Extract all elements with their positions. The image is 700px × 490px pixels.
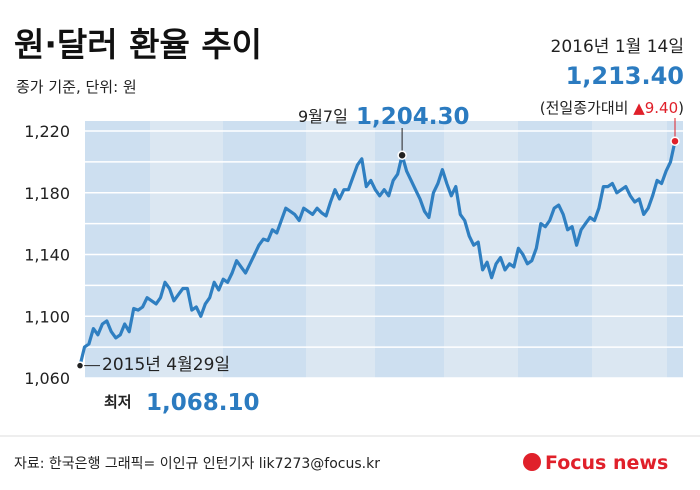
peak-value-label: 1,204.30 — [356, 104, 470, 130]
low-title-label: 최저 — [104, 393, 132, 411]
month-band — [667, 121, 683, 378]
change-suffix: ) — [678, 99, 684, 117]
y-tick-label: 1,180 — [24, 184, 70, 203]
change-prefix: (전일종가대비 — [540, 99, 633, 117]
low-point-marker — [75, 361, 85, 370]
low-date-label: 2015년 4월29일 — [102, 355, 230, 375]
latest-value: 1,213.40 — [566, 62, 684, 90]
change-value: ▲9.40 — [633, 99, 678, 117]
source-credit: 자료: 한국은행 그래픽= 이인규 인턴기자 lik7273@focus.kr — [14, 456, 380, 472]
latest-point-marker — [670, 136, 680, 146]
month-band — [223, 121, 306, 378]
chart-title: 원·달러 환율 추이 — [14, 25, 262, 64]
y-tick-label: 1,100 — [24, 307, 70, 326]
month-band — [85, 121, 150, 378]
month-band — [375, 121, 444, 378]
series-line — [78, 140, 677, 366]
plot-area: 1,220 1,180 1,140 1,100 1,060 — [24, 118, 683, 388]
logo-mark-icon — [523, 453, 541, 471]
focus-news-logo: Focus news — [523, 452, 668, 474]
change-text: (전일종가대비 ▲9.40) — [540, 99, 684, 117]
y-tick-label: 1,140 — [24, 246, 70, 265]
logo-text: Focus news — [545, 452, 668, 474]
latest-date: 2016년 1월 14일 — [551, 37, 684, 57]
low-value-label: 1,068.10 — [146, 390, 260, 416]
y-tick-label: 1,220 — [24, 122, 70, 141]
peak-point-marker — [397, 150, 407, 160]
month-band — [518, 121, 592, 378]
peak-date-label: 9월7일 — [298, 107, 348, 126]
chart-subtitle: 종가 기준, 단위: 원 — [16, 78, 137, 96]
y-tick-label: 1,060 — [24, 369, 70, 388]
